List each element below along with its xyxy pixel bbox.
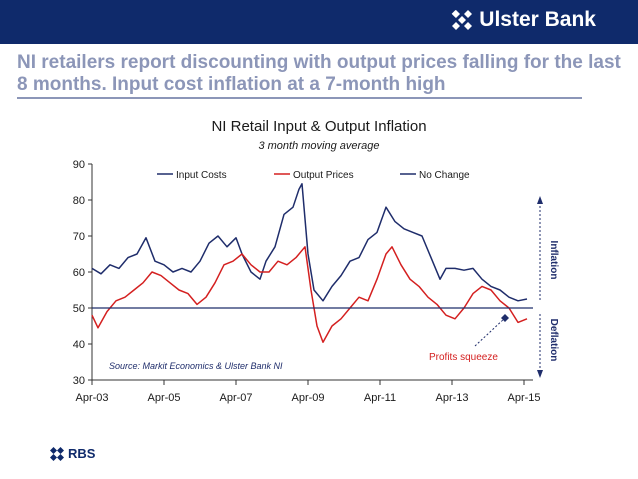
ulster-bank-logo-icon (451, 9, 473, 30)
chart-title: NI Retail Input & Output Inflation (211, 118, 427, 135)
y-tick-label: 50 (73, 303, 85, 315)
y-tick-label: 40 (73, 339, 85, 351)
inflation-label: Inflation (548, 241, 559, 280)
x-tick-label: Apr-15 (507, 392, 540, 404)
profits-squeeze-pointer-head (501, 314, 509, 322)
source-note: Source: Markit Economics & Ulster Bank N… (109, 361, 283, 371)
deflation-arrow-head (537, 370, 543, 378)
profits-squeeze-pointer (474, 317, 506, 347)
y-tick-label: 90 (73, 159, 85, 171)
brand-logo: Ulster Bank (451, 8, 596, 32)
x-tick-label: Apr-05 (147, 392, 180, 404)
inflation-arrow-head (537, 196, 543, 204)
x-tick-label: Apr-03 (75, 392, 108, 404)
y-tick-label: 80 (73, 195, 85, 207)
x-tick-label: Apr-11 (364, 392, 396, 404)
x-tick-label: Apr-13 (435, 392, 468, 404)
y-tick-label: 70 (73, 231, 85, 243)
top-banner: Ulster Bank (0, 0, 638, 44)
series-line-input-costs (91, 183, 528, 302)
legend-label-input-costs: Input Costs (176, 170, 227, 181)
headline-underline (17, 97, 582, 99)
y-tick-label: 30 (73, 375, 85, 387)
rbs-logo-icon (50, 446, 64, 461)
x-tick-label: Apr-07 (219, 392, 252, 404)
legend-label-output-prices: Output Prices (293, 170, 354, 181)
x-tick-label: Apr-09 (291, 392, 324, 404)
series-line-output-prices (91, 246, 528, 343)
chart-subtitle: 3 month moving average (258, 140, 380, 152)
legend-label-no-change: No Change (419, 170, 470, 181)
deflation-label: Deflation (548, 319, 559, 362)
profits-squeeze-label: Profits squeeze (429, 352, 498, 363)
brand-name: Ulster Bank (479, 8, 596, 31)
footer-logo: RBS (50, 446, 95, 461)
footer-brand-name: RBS (68, 446, 96, 461)
y-tick-label: 60 (73, 267, 85, 279)
headline: NI retailers report discounting with out… (17, 52, 621, 95)
